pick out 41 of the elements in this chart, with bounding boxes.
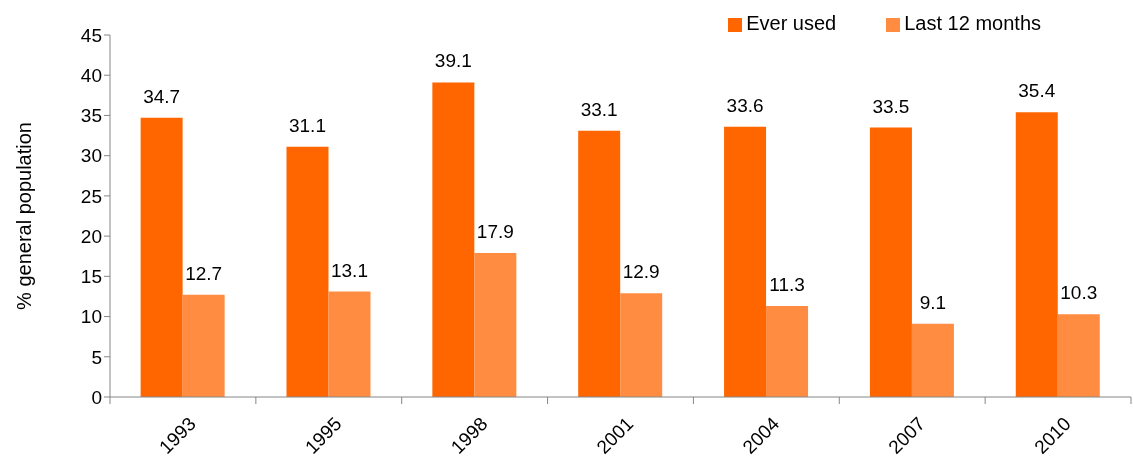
bar [328,291,371,397]
bar [140,117,183,397]
data-label: 33.1 [580,98,618,120]
bar [578,130,621,397]
y-tick-label: 35 [80,105,102,127]
data-label: 12.9 [622,261,660,283]
y-tick-label: 20 [80,225,102,247]
bar [286,146,329,397]
legend-label: Last 12 months [904,12,1041,34]
y-tick-label: 25 [80,185,102,207]
bar [869,127,912,397]
data-label: 13.1 [330,259,368,281]
y-axis-title: % general population [13,122,35,310]
data-label: 10.3 [1060,282,1098,304]
data-label: 33.6 [726,94,764,116]
data-label: 35.4 [1018,80,1056,102]
data-label: 34.7 [143,85,181,107]
bar [724,126,767,397]
data-label: 12.7 [185,262,223,284]
y-tick-label: 10 [80,306,102,328]
data-label: 11.3 [769,274,805,296]
bar [474,253,517,397]
y-tick-label: 30 [80,145,102,167]
y-tick-label: 40 [80,64,102,86]
bar [1057,314,1100,397]
data-label: 33.5 [872,95,910,117]
y-tick-label: 15 [80,266,102,288]
y-tick-label: 0 [91,386,102,408]
y-tick-label: 5 [91,346,102,368]
bar [766,306,809,397]
legend-label: Ever used [746,12,837,34]
bar [182,294,225,397]
bar [1015,112,1058,397]
bar [620,293,663,397]
data-label: 17.9 [476,221,514,242]
data-label: 31.1 [288,114,326,136]
data-label: 39.1 [434,50,472,72]
data-label: 9.1 [919,291,947,313]
bar [432,82,475,397]
bar [911,323,954,397]
y-tick-label: 45 [80,24,102,46]
